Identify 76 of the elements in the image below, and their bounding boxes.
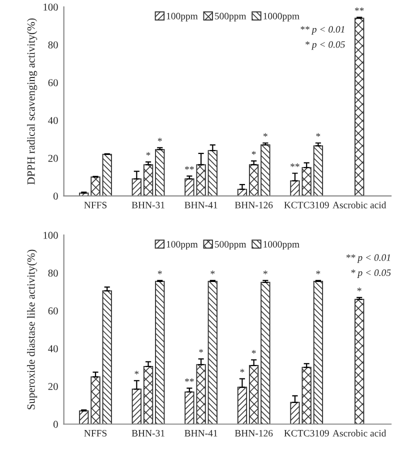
data-label: * (199, 349, 204, 353)
legend-label: 1000ppm (264, 241, 300, 250)
data-label: ** (354, 7, 364, 12)
x-tick-label: BHN-126 (234, 430, 273, 437)
y-tick-label: 0 (53, 420, 58, 428)
x-tick-label: BHN-31 (132, 202, 164, 208)
y-axis-title: Superoxide diastase like activity(%) (26, 250, 38, 410)
data-label: * (357, 288, 362, 292)
y-tick-label: 100 (44, 232, 58, 239)
data-label: * (252, 350, 256, 354)
x-tick-label: NFFS (84, 202, 107, 208)
y-tick-label: 100 (44, 4, 58, 11)
data-label: * (158, 138, 162, 142)
data-label: * (263, 270, 268, 274)
bar (155, 280, 165, 424)
y-tick-label: 40 (48, 117, 58, 124)
y-tick-label: 60 (48, 79, 58, 86)
y-tick-label: 20 (48, 383, 58, 390)
bar (79, 410, 89, 424)
y-tick-label: 0 (53, 192, 58, 200)
data-label: ** (185, 166, 194, 170)
data-label: ** (185, 378, 194, 382)
annotation: ** p < 0.01 (300, 26, 344, 35)
x-tick-label: KCTC3109 (284, 430, 329, 437)
legend-label: 500ppm (214, 241, 246, 250)
data-label: * (316, 270, 320, 274)
x-tick-label: NFFS (84, 430, 107, 437)
x-tick-label: Ascrobic acid (332, 430, 386, 437)
bar (248, 164, 259, 196)
legend-label: 100ppm (166, 12, 198, 22)
bar (260, 282, 270, 424)
data-label: * (210, 270, 215, 274)
y-tick-label: 40 (48, 345, 58, 352)
y-tick-label: 60 (48, 307, 58, 314)
y-tick-label: 20 (48, 154, 58, 162)
annotation: ** p < 0.01 (346, 254, 390, 263)
bar (90, 376, 100, 424)
legend-label: 500ppm (214, 12, 246, 22)
bar (208, 150, 218, 196)
bar (354, 298, 364, 424)
x-tick-label: BHN-41 (184, 430, 218, 436)
data-label: * (158, 270, 162, 274)
bar (354, 18, 364, 196)
x-tick-label: BHN-126 (234, 202, 273, 208)
bar (143, 366, 154, 424)
bar (132, 178, 142, 196)
data-label: * (252, 151, 256, 155)
x-tick-label: BHN-41 (184, 202, 218, 208)
x-tick-label: Ascrobic acid (332, 201, 386, 208)
annotation: * p < 0.05 (351, 269, 391, 278)
bar (208, 280, 218, 424)
bar (260, 144, 270, 196)
legend-label: 100ppm (166, 241, 198, 250)
bar (155, 149, 165, 196)
bar (248, 365, 259, 424)
bar (90, 176, 100, 196)
y-axis-title: DPPH radical scavenging activity(%) (26, 18, 38, 185)
bar (313, 280, 324, 424)
bar (143, 164, 154, 196)
y-tick-label: 80 (48, 270, 58, 277)
bar (237, 386, 248, 424)
bar (313, 145, 324, 196)
data-label: ** (290, 163, 300, 167)
x-tick-label: BHN-31 (132, 430, 164, 437)
legend-label: 1000ppm (264, 12, 300, 22)
data-label: * (134, 370, 139, 374)
bar (102, 290, 112, 424)
data-label: * (316, 133, 320, 137)
data-label: * (263, 133, 268, 137)
y-tick-label: 80 (48, 41, 58, 48)
data-label: * (240, 368, 244, 372)
bar (102, 154, 112, 196)
annotation: * p < 0.05 (306, 41, 345, 50)
bar (132, 388, 142, 424)
x-tick-label: KCTC3109 (284, 202, 329, 208)
data-label: * (146, 152, 150, 156)
